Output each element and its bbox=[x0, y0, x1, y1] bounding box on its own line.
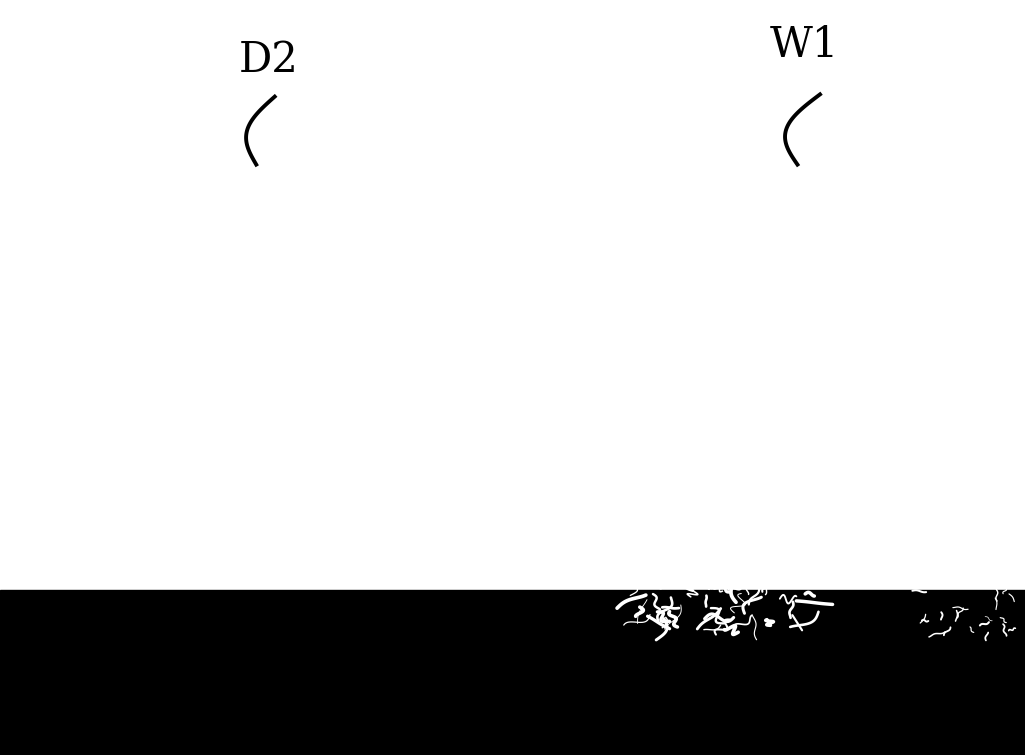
Text: D2: D2 bbox=[239, 39, 298, 82]
Bar bbox=[0, 590, 1025, 755]
Text: W1: W1 bbox=[770, 24, 839, 66]
